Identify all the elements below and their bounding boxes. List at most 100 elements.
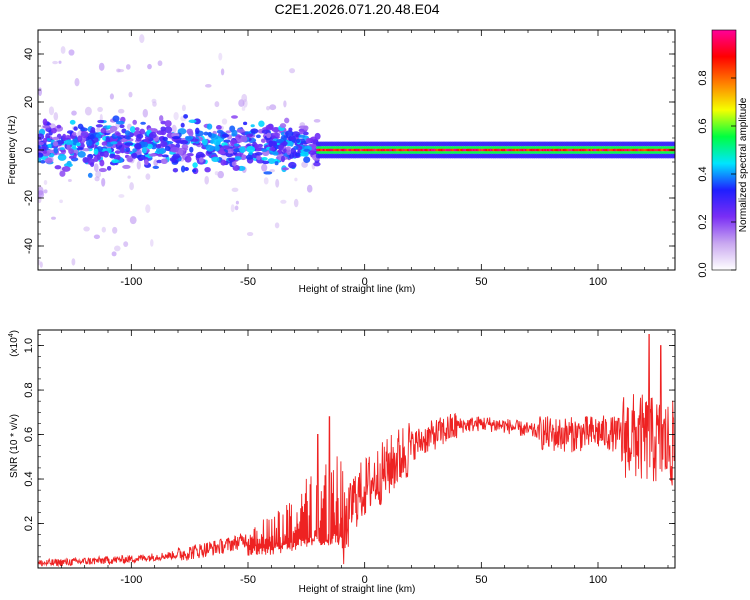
- heatmap-cell: [286, 148, 291, 156]
- heatmap-cell: [59, 147, 65, 151]
- heatmap-cell: [145, 173, 151, 180]
- heatmap-cell: [313, 119, 321, 123]
- heatmap-cell: [172, 135, 181, 140]
- heatmap-cell: [231, 129, 238, 137]
- heatmap-cell: [263, 171, 273, 175]
- heatmap-cell: [119, 124, 125, 129]
- heatmap-cell: [246, 145, 256, 153]
- heatmap-cell: [231, 161, 237, 167]
- heatmap-cell: [125, 136, 131, 140]
- heatmap-cell: [61, 166, 71, 172]
- heatmap-cell: [80, 131, 89, 138]
- heatmap-cell: [220, 159, 227, 166]
- snr-x-axis: -100 -50 0 50 100: [37, 330, 669, 586]
- heatmap-cell: [249, 133, 254, 137]
- heatmap-cell: [172, 167, 179, 173]
- heatmap-cell: [111, 251, 117, 257]
- heatmap-cell: [59, 199, 63, 204]
- heatmap-cell: [93, 148, 99, 155]
- heatmap-cell: [205, 144, 215, 152]
- heatmap-cell: [101, 141, 108, 146]
- colorbar-tick-label: 0.8: [697, 70, 709, 85]
- heatmap-cell: [118, 194, 125, 198]
- heatmap-cell: [131, 152, 138, 159]
- spectrogram-y-axis: -40 -20 0 20 40: [23, 29, 675, 271]
- heatmap-cell: [77, 151, 86, 158]
- heatmap-cell: [76, 142, 81, 147]
- heatmap-cell: [50, 127, 57, 134]
- heatmap-cell: [155, 144, 162, 149]
- heatmap-cell: [98, 62, 105, 71]
- heatmap-cell: [129, 126, 136, 133]
- heatmap-cell: [68, 155, 74, 159]
- heatmap-cell: [672, 153, 675, 159]
- heatmap-cell: [189, 146, 194, 153]
- heatmap-cell: [69, 119, 76, 125]
- heatmap-cell: [250, 124, 255, 128]
- heatmap-cell: [148, 153, 157, 157]
- spectrogram-y-tick-label: 0: [23, 147, 35, 153]
- snr-frame: [37, 329, 676, 569]
- heatmap-cell: [77, 135, 83, 143]
- heatmap-cell: [266, 105, 270, 111]
- heatmap-cell: [126, 155, 134, 163]
- heatmap-cell: [57, 153, 67, 161]
- heatmap-cell: [150, 239, 154, 247]
- heatmap-cell: [89, 129, 96, 134]
- heatmap-cell: [149, 131, 157, 139]
- heatmap-cell: [74, 77, 80, 87]
- heatmap-cell: [241, 106, 246, 111]
- heatmap-cell: [295, 138, 301, 144]
- heatmap-cell: [243, 121, 248, 126]
- spectrogram-y-tick-label: -20: [23, 190, 35, 206]
- heatmap-cell: [254, 151, 263, 156]
- snr-y-multiplier-base: (x10: [9, 337, 20, 357]
- heatmap-cell: [269, 169, 275, 173]
- heatmap-cell: [230, 204, 235, 213]
- heatmap-cell: [43, 180, 48, 185]
- heatmap-cell: [156, 159, 163, 164]
- heatmap-cell: [234, 156, 242, 161]
- heatmap-cell: [51, 216, 56, 220]
- heatmap-cell: [82, 157, 89, 163]
- heatmap-cell: [203, 131, 209, 136]
- spectrogram-y-tick-label: 40: [23, 48, 35, 60]
- spectrogram-x-tick-label: 100: [589, 276, 607, 288]
- snr-y-axis-label: SNR (10 * v/v): [9, 414, 20, 478]
- heatmap-cell: [47, 143, 52, 148]
- heatmap-cell: [53, 147, 59, 154]
- spectrogram-y-tick-label: -40: [23, 238, 35, 254]
- snr-y-tick-label: 1.0: [23, 338, 35, 353]
- heatmap-cell: [258, 120, 265, 127]
- heatmap-cell: [145, 204, 151, 214]
- heatmap-cell: [101, 226, 106, 233]
- heatmap-cell: [190, 138, 199, 142]
- colorbar-tick-label: 0.4: [697, 166, 709, 181]
- heatmap-cell: [95, 133, 102, 139]
- snr-plot-area: [38, 330, 675, 568]
- heatmap-cell: [303, 148, 311, 152]
- heatmap-cell: [159, 115, 164, 122]
- heatmap-cell: [228, 157, 236, 162]
- heatmap-cell: [184, 155, 192, 163]
- heatmap-cell: [109, 93, 114, 100]
- heatmap-cell: [95, 170, 102, 178]
- snr-series-line: [38, 333, 675, 568]
- heatmap-cell: [261, 163, 268, 172]
- heatmap-cell: [164, 145, 171, 152]
- heatmap-cell: [239, 146, 246, 154]
- heatmap-cell: [246, 231, 254, 237]
- heatmap-cell: [181, 104, 186, 112]
- heatmap-cell: [38, 152, 44, 158]
- heatmap-cell: [59, 170, 66, 177]
- heatmap-cell: [52, 141, 59, 147]
- heatmap-cell: [270, 140, 277, 147]
- heatmap-cell: [99, 159, 105, 167]
- heatmap-cell: [134, 127, 140, 131]
- heatmap-cell: [84, 106, 92, 116]
- snr-x-tick-label: 0: [362, 574, 368, 586]
- heatmap-cell: [120, 146, 125, 154]
- heatmap-cell: [97, 119, 105, 124]
- heatmap-cell: [93, 137, 99, 143]
